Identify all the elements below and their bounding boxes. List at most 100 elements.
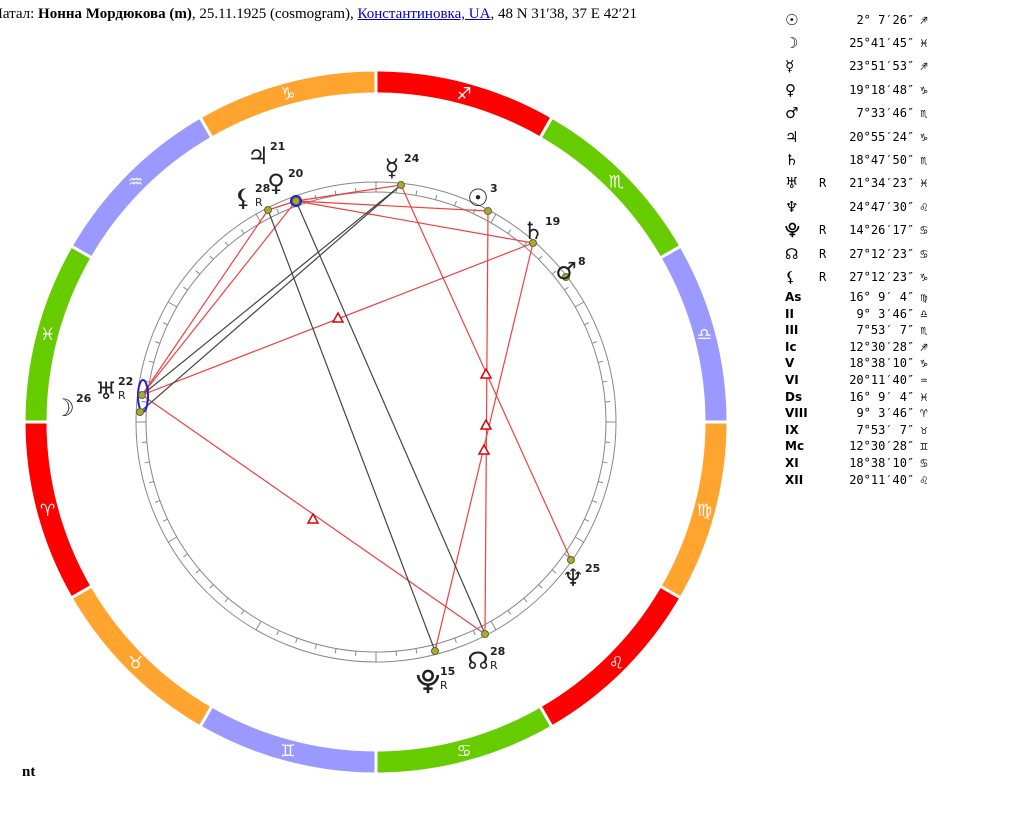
table-row: ☉ 2° 7′26″ ♐ (782, 8, 930, 31)
planet-glyph: ♃ (247, 142, 269, 170)
cell (816, 338, 829, 355)
cell: 12°30′28″ (849, 439, 915, 454)
cell: Ic (785, 339, 797, 354)
cell: ♐ (920, 12, 928, 27)
tick (195, 569, 201, 574)
table-row: ☿ 23°51′53″ ♐ (782, 55, 930, 78)
tick (240, 229, 245, 234)
tick (602, 380, 608, 383)
place-link[interactable]: Константиновка, UA (357, 6, 491, 22)
table-row: VI 20°11′40″ ♒ (782, 372, 930, 389)
cell: 7°53′ 7″ (856, 422, 915, 437)
cell (816, 55, 829, 78)
retro-flag: R (118, 389, 126, 402)
tick (224, 597, 229, 603)
cell: ♐ (920, 59, 928, 74)
cell (816, 78, 829, 101)
cell: ♑ (920, 269, 928, 284)
tick (415, 648, 418, 654)
table-row: As 16° 9′ 4″ ♍ (782, 289, 930, 306)
table-row: ⯓ R 14°26′17″ ♋ (782, 219, 930, 242)
retro-flag: R (255, 196, 263, 209)
tick (584, 518, 590, 522)
tick (144, 461, 150, 464)
highlight (290, 195, 302, 207)
cell: 2° 7′26″ (856, 12, 915, 27)
cell: 9° 3′46″ (856, 406, 915, 421)
tick (148, 360, 154, 363)
planet-dot (484, 207, 492, 215)
cell: 20°55′24″ (849, 129, 915, 144)
cell (816, 471, 829, 488)
cell (816, 421, 829, 438)
tick (564, 553, 569, 558)
cell: VIII (785, 406, 808, 421)
tick (240, 610, 245, 615)
tick (314, 644, 317, 650)
cell: ♐ (920, 339, 928, 354)
cell: 27°12′23″ (849, 269, 915, 284)
cell (816, 148, 829, 171)
cell: ♍ (920, 289, 928, 304)
sign-glyph: ♑ (280, 85, 295, 105)
tick (148, 481, 154, 484)
planet-dot (264, 206, 272, 214)
sign-segment (658, 243, 730, 424)
table-row: XII 20°11′40″ ♌ (782, 471, 930, 488)
planet-glyph: ♀ (267, 169, 285, 197)
cell: ♓ (920, 389, 928, 404)
planet-dot (138, 391, 146, 399)
aspect-line (141, 184, 402, 396)
table-row: V 18°38′10″ ♑ (782, 355, 930, 372)
tick (183, 553, 188, 558)
cell: Ds (785, 389, 803, 404)
footer: nt (22, 764, 36, 780)
tick (538, 584, 543, 589)
sign-segment (22, 420, 94, 601)
tick (155, 341, 161, 344)
tick (454, 201, 457, 207)
table-row: II 9° 3′46″ ♎ (782, 305, 930, 322)
cell: ♌ (920, 199, 928, 214)
cell: 27°12′23″ (849, 246, 915, 261)
positions-table: ☉ 2° 7′26″ ♐ ☽ 25°41′45″ ♓ ☿ 23°51′53″ ♐ ♀ 19°18′4… (782, 8, 930, 488)
planet-degree: 8 (578, 255, 586, 268)
sign-glyph: ♉ (128, 653, 143, 673)
cell (816, 8, 829, 31)
cell: 7°33′46″ (856, 106, 915, 121)
cell (816, 125, 829, 148)
cell: As (785, 289, 802, 304)
tick (295, 637, 298, 643)
sign-glyph: ♓ (40, 325, 55, 345)
sign-segment (374, 704, 555, 776)
tick (435, 194, 438, 200)
cell: XII (785, 472, 804, 487)
planet-degree: 22 (118, 375, 133, 388)
cell: ♏ (920, 323, 928, 338)
tick (490, 213, 497, 224)
aspect-line (141, 209, 269, 396)
tick (276, 208, 280, 214)
table-row: ☽ 25°41′45″ ♓ (782, 31, 930, 54)
sign-glyph: ♍ (697, 501, 712, 521)
cell: R (819, 176, 827, 191)
planet-degree: 28 (255, 182, 270, 195)
cell: III (785, 323, 799, 338)
table-row: VIII 9° 3′46″ ♈ (782, 405, 930, 422)
cell: 16° 9′ 4″ (849, 389, 915, 404)
cell: 19°18′48″ (849, 82, 915, 97)
sign-glyph: ♋ (456, 741, 471, 761)
header: Натал: Нонна Мордюкова (m), 25.11.1925 (… (0, 6, 637, 23)
sign-segment (658, 420, 730, 601)
tick (507, 229, 512, 234)
table-row: ♄ 18°47′50″ ♏ (782, 148, 930, 171)
cell: 21°34′23″ (849, 176, 915, 191)
cell: ☉ (785, 10, 799, 29)
tick (564, 286, 569, 291)
planet-dot (397, 181, 405, 189)
aspect-line (267, 209, 436, 652)
cell: ♆ (785, 197, 799, 216)
aspect-marker (331, 311, 345, 323)
tick (167, 301, 178, 308)
tick (591, 500, 597, 503)
